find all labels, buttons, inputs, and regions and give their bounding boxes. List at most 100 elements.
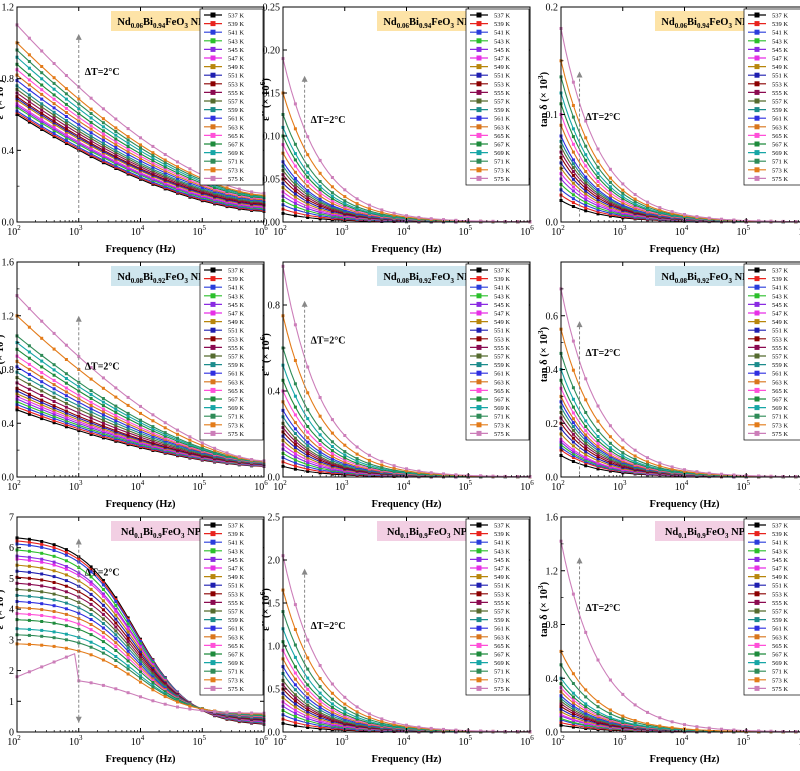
series-point — [52, 543, 56, 547]
x-axis-label: Frequency (Hz) — [105, 499, 176, 510]
legend-swatch-marker — [476, 12, 482, 18]
series-point — [293, 359, 297, 362]
series-point — [114, 126, 118, 130]
series-point — [139, 663, 142, 666]
series-point — [64, 618, 68, 622]
legend-label: 547 K — [772, 311, 788, 318]
legend-label: 565 K — [494, 388, 510, 395]
legend-swatch-marker — [754, 370, 760, 376]
series-point — [491, 474, 495, 478]
x-tick-base: 10 — [69, 737, 79, 748]
series-point — [101, 386, 105, 390]
series-point — [571, 170, 575, 173]
x-tick-exponent: 3 — [79, 734, 83, 742]
series-point — [64, 624, 68, 628]
series-point — [27, 570, 31, 574]
series-point — [151, 681, 155, 684]
y-tick-label: 0.00 — [263, 218, 281, 229]
series-point — [40, 102, 44, 106]
series-point — [225, 710, 229, 714]
series-point — [52, 347, 56, 351]
series-point — [139, 435, 142, 439]
series-point — [163, 173, 167, 177]
y-tick-label: 0.6 — [546, 311, 559, 322]
legend-label: 565 K — [228, 133, 244, 140]
series-point — [355, 463, 359, 467]
series-point — [27, 537, 31, 541]
series-point — [40, 608, 44, 612]
series-point — [330, 716, 334, 720]
series-point — [114, 665, 118, 668]
series-point — [429, 726, 433, 730]
x-tick-label: 106 — [254, 479, 268, 493]
series-point — [571, 127, 575, 131]
series-point — [101, 107, 105, 111]
y-tick-label: 5 — [9, 574, 14, 585]
x-tick-exponent: 4 — [407, 734, 411, 742]
series-point — [306, 408, 310, 412]
series-point — [306, 425, 310, 428]
legend-swatch-marker — [210, 336, 216, 342]
series-point — [101, 581, 105, 585]
legend-swatch-marker — [754, 310, 760, 316]
series-point — [176, 436, 179, 440]
series-point — [343, 201, 347, 205]
legend-swatch-marker — [754, 115, 760, 121]
y-label-close: ) — [261, 333, 272, 337]
series-point — [163, 169, 167, 173]
series-point — [27, 110, 31, 114]
series-point — [380, 459, 384, 463]
series-point — [343, 702, 347, 706]
series-point — [40, 65, 44, 68]
series-point — [318, 396, 322, 399]
legend-label: 573 K — [772, 167, 788, 174]
x-tick-base: 10 — [193, 227, 203, 238]
legend-label: 543 K — [494, 548, 510, 555]
series-point — [355, 715, 359, 719]
legend-swatch-marker — [476, 158, 482, 164]
series-point — [64, 419, 68, 423]
series-point — [318, 191, 322, 195]
x-tick-exponent: 3 — [79, 224, 83, 232]
title-element: Bi — [409, 527, 419, 538]
series-point — [596, 459, 600, 463]
series-point — [89, 429, 93, 433]
title-subscript: 0.08 — [397, 277, 410, 285]
legend-label: 571 K — [494, 414, 510, 421]
series-point — [163, 153, 167, 156]
series-point — [52, 417, 56, 420]
series-point — [306, 456, 310, 460]
series-point — [52, 575, 56, 579]
legend-swatch-marker — [210, 276, 216, 282]
series-point — [343, 453, 347, 457]
x-tick-base: 10 — [737, 482, 747, 493]
legend-swatch-marker — [754, 353, 760, 359]
legend-label: 545 K — [494, 557, 510, 564]
x-tick-base: 10 — [675, 227, 685, 238]
series-point — [380, 208, 384, 212]
x-tick-base: 10 — [335, 482, 345, 493]
series-point — [27, 633, 31, 637]
series-point — [163, 690, 167, 694]
series-point — [608, 435, 612, 439]
x-tick-exponent: 3 — [623, 479, 627, 487]
y-tick-label: 0.05 — [263, 175, 281, 186]
series-point — [52, 373, 56, 377]
series-point — [355, 459, 359, 463]
series-point — [114, 637, 118, 641]
x-tick-base: 10 — [798, 482, 800, 493]
series-point — [40, 375, 44, 379]
series-point — [77, 606, 81, 610]
x-tick-base: 10 — [131, 737, 141, 748]
delta-arrow-head — [576, 71, 583, 78]
series-point — [571, 158, 575, 162]
series-point — [608, 191, 612, 195]
series-point — [176, 176, 179, 180]
legend-label: 563 K — [494, 379, 510, 386]
series-point — [163, 163, 167, 167]
y-tick-label: 0.2 — [546, 419, 559, 430]
series-point — [89, 389, 93, 393]
series-point — [126, 165, 130, 169]
series-point — [293, 677, 297, 681]
series-point — [621, 195, 625, 199]
